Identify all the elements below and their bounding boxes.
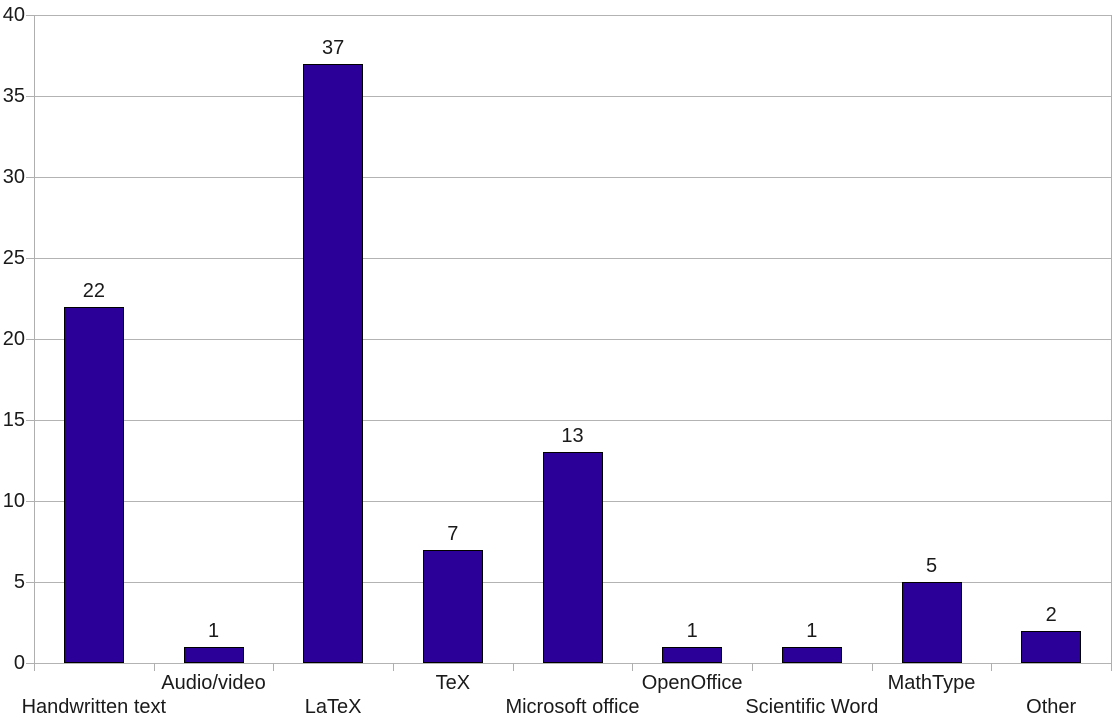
bar-value-label: 37 xyxy=(322,36,345,59)
x-category-label: Microsoft office xyxy=(505,696,640,718)
bar-value-label: 1 xyxy=(686,619,698,642)
x-axis-tick xyxy=(871,663,873,671)
bar-value-label: 22 xyxy=(82,279,105,302)
gridline xyxy=(34,14,1111,16)
y-axis-tick xyxy=(26,419,34,421)
bar xyxy=(422,549,483,663)
plot-right-border xyxy=(1111,15,1112,671)
gridline xyxy=(34,95,1111,97)
y-axis-tick xyxy=(26,581,34,583)
bar-value-label: 1 xyxy=(207,619,220,642)
gridline xyxy=(34,176,1111,178)
x-axis-tick xyxy=(393,663,394,671)
bar xyxy=(63,306,124,663)
y-tick-label: 10 xyxy=(2,490,25,512)
bar xyxy=(303,63,364,663)
gridline xyxy=(34,257,1111,259)
x-axis-tick xyxy=(752,663,753,671)
y-tick-label: 35 xyxy=(2,85,25,107)
y-axis-tick xyxy=(26,338,34,340)
x-axis-tick xyxy=(273,663,275,671)
y-tick-label: 5 xyxy=(13,571,25,593)
bar xyxy=(542,452,603,663)
y-axis-line xyxy=(34,15,35,671)
x-axis-tick xyxy=(632,663,634,671)
x-category-label: TeX xyxy=(435,672,471,694)
bar xyxy=(1021,630,1082,663)
y-axis-tick xyxy=(26,500,34,502)
y-tick-label: 0 xyxy=(13,652,25,674)
bar-value-label: 1 xyxy=(806,619,818,642)
bar-value-label: 5 xyxy=(925,555,938,577)
y-axis-tick xyxy=(26,662,34,664)
y-tick-label: 30 xyxy=(2,166,25,188)
bar xyxy=(781,646,842,663)
x-category-label: OpenOffice xyxy=(641,672,743,694)
gridline xyxy=(34,662,1111,664)
gridline xyxy=(34,419,1111,421)
bar-value-label: 7 xyxy=(447,522,459,545)
bar xyxy=(183,646,244,663)
x-axis-tick xyxy=(512,663,514,671)
x-axis-tick xyxy=(991,663,993,671)
x-category-label: Other xyxy=(1026,696,1077,718)
y-tick-label: 40 xyxy=(2,4,25,26)
x-category-label: Handwritten text xyxy=(21,696,167,718)
y-axis-tick xyxy=(26,176,34,178)
x-axis-tick xyxy=(153,663,155,671)
x-category-label: MathType xyxy=(887,672,976,694)
bar-value-label: 2 xyxy=(1045,603,1057,626)
x-category-label: Audio/video xyxy=(161,672,266,694)
x-category-label: LaTeX xyxy=(304,696,362,718)
x-category-label: Scientific Word xyxy=(745,696,879,718)
y-axis-tick xyxy=(26,257,34,259)
bar xyxy=(662,646,723,663)
y-axis-tick xyxy=(26,14,34,16)
bar-value-label: 13 xyxy=(561,425,584,448)
y-axis-tick xyxy=(26,95,34,97)
y-tick-label: 20 xyxy=(2,328,25,350)
gridline xyxy=(34,338,1111,340)
y-tick-label: 25 xyxy=(2,247,25,269)
y-tick-label: 15 xyxy=(2,409,25,431)
bar xyxy=(901,582,962,663)
